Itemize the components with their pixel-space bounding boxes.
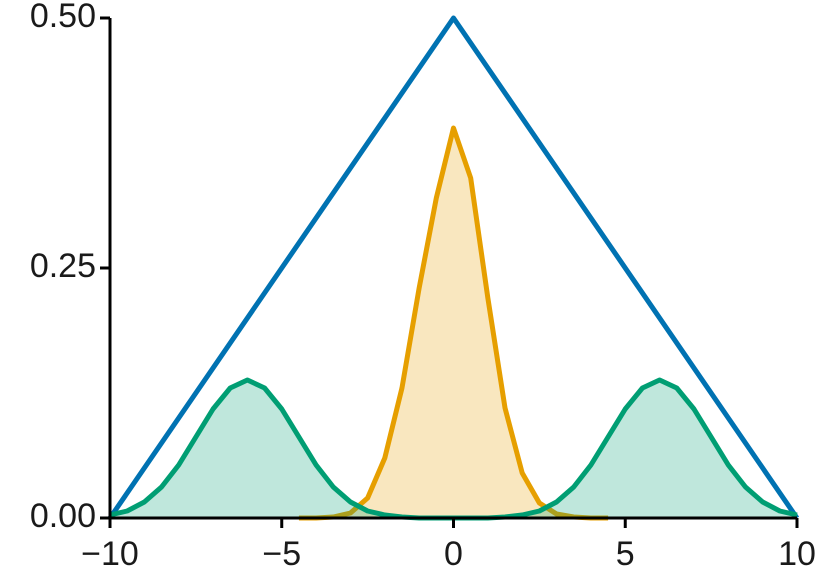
y-tick-label: 0.25 [30, 247, 96, 285]
x-tick-label: −5 [262, 535, 301, 573]
line [107, 15, 800, 520]
area [110, 380, 797, 518]
x-tick-label: −10 [81, 535, 139, 573]
y-tick-label: 0.00 [30, 497, 96, 535]
x-tick-label: 0 [444, 535, 463, 573]
y-tick-label: 0.50 [30, 0, 96, 35]
area [298, 128, 609, 518]
x-tick-label: 10 [778, 535, 816, 573]
x-tick-label: 5 [616, 535, 635, 573]
line [298, 125, 609, 521]
